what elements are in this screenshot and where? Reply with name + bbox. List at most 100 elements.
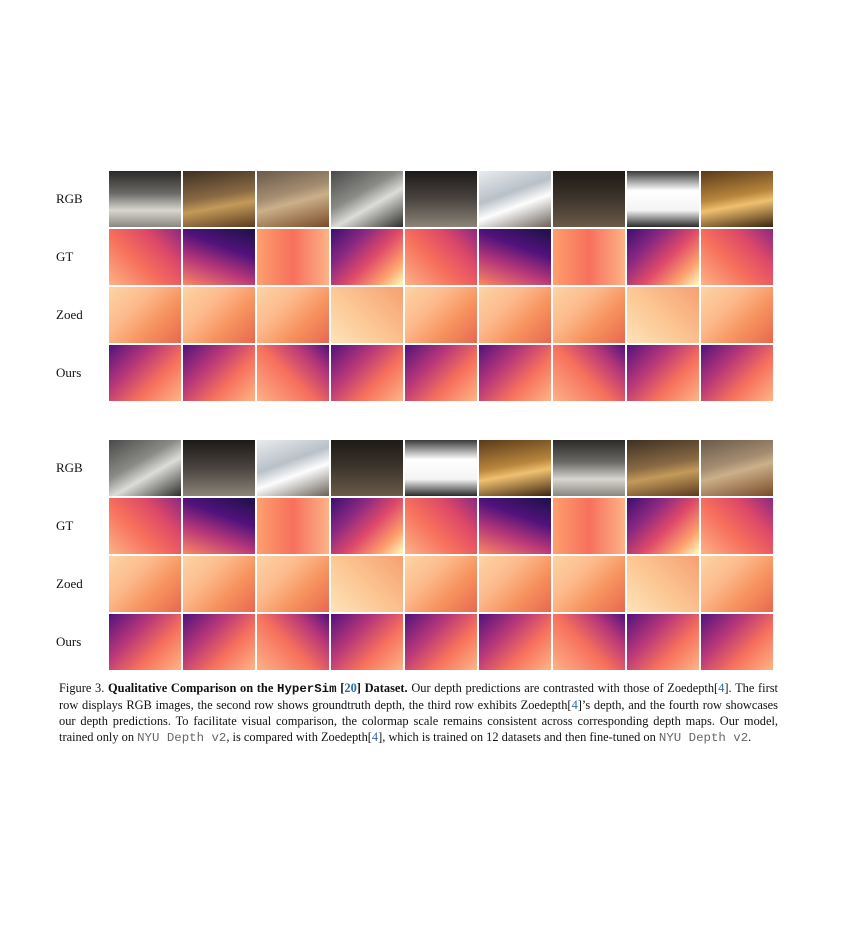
ours-depth-map (405, 345, 477, 401)
ours-depth-map (331, 614, 403, 670)
row-label: RGB (56, 191, 83, 206)
zoed-depth-map (405, 556, 477, 612)
gt-depth-map (183, 229, 255, 285)
gt-depth-map (553, 498, 625, 554)
rgb-image (109, 440, 181, 496)
zoed-depth-map (627, 556, 699, 612)
rgb-image (701, 171, 773, 227)
dataset-name: NYU Depth v2 (137, 731, 227, 745)
rgb-image (257, 171, 329, 227)
ours-depth-map (627, 345, 699, 401)
zoed-depth-map (553, 287, 625, 343)
gt-depth-map (109, 229, 181, 285)
zoed-depth-map (109, 287, 181, 343)
zoed-depth-map (479, 287, 551, 343)
row-label: RGB (56, 460, 83, 475)
zoed-depth-map (109, 556, 181, 612)
row-label: Ours (56, 365, 82, 380)
figure-row-zoed: Zoed (56, 287, 778, 343)
ours-depth-map (479, 614, 551, 670)
gt-depth-map (627, 498, 699, 554)
ours-depth-map (553, 614, 625, 670)
zoed-depth-map (331, 287, 403, 343)
gt-depth-map (553, 229, 625, 285)
ours-depth-map (627, 614, 699, 670)
rgb-image (331, 171, 403, 227)
gt-depth-map (257, 229, 329, 285)
citation-link[interactable]: 4 (571, 698, 578, 712)
gt-depth-map (109, 498, 181, 554)
caption-title: Qualitative Comparison on the HyperSim [… (108, 681, 408, 696)
gt-depth-map (701, 229, 773, 285)
figure-row-rgb: RGB (56, 440, 778, 496)
zoed-depth-map (553, 556, 625, 612)
row-label: Ours (56, 634, 82, 649)
row-images (109, 614, 773, 670)
citation-link[interactable]: 20 (344, 681, 357, 695)
figure-row-rgb: RGB (56, 171, 778, 227)
dataset-name: NYU Depth v2 (658, 731, 749, 745)
caption-title-dataset: HyperSim (277, 682, 337, 696)
caption-title-cite-open: [ (340, 681, 345, 695)
gt-depth-map (479, 498, 551, 554)
figure-row-gt: GT (56, 229, 778, 285)
zoed-depth-map (627, 287, 699, 343)
figure-caption: Figure 3. Qualitative Comparison on the … (59, 680, 778, 746)
row-images (109, 287, 773, 343)
gt-depth-map (479, 229, 551, 285)
ours-depth-map (701, 614, 773, 670)
rgb-image (627, 440, 699, 496)
ours-depth-map (109, 614, 181, 670)
zoed-depth-map (405, 287, 477, 343)
row-images (109, 345, 773, 401)
zoed-depth-map (479, 556, 551, 612)
citation-link[interactable]: 4 (718, 681, 725, 695)
ours-depth-map (479, 345, 551, 401)
caption-text: ]. The first row displays RGB images, th… (59, 681, 778, 712)
row-images (109, 498, 773, 554)
ours-depth-map (257, 614, 329, 670)
rgb-image (479, 171, 551, 227)
row-images (109, 440, 773, 496)
zoed-depth-map (257, 556, 329, 612)
row-label: Zoed (56, 307, 83, 322)
gt-depth-map (405, 498, 477, 554)
rgb-image (183, 440, 255, 496)
zoed-depth-map (257, 287, 329, 343)
rgb-image (701, 440, 773, 496)
row-images (109, 229, 773, 285)
figure-grid-bottom: RGB GT Zoed Ours (56, 440, 778, 672)
rgb-image (627, 171, 699, 227)
ours-depth-map (183, 345, 255, 401)
figure-grid-top: RGB GT Zoed Ours (56, 171, 778, 403)
ours-depth-map (109, 345, 181, 401)
gt-depth-map (701, 498, 773, 554)
zoed-depth-map (183, 556, 255, 612)
zoed-depth-map (331, 556, 403, 612)
rgb-image (331, 440, 403, 496)
zoed-depth-map (701, 287, 773, 343)
row-label: Zoed (56, 576, 83, 591)
caption-title-prefix: Qualitative Comparison on the (108, 681, 274, 695)
caption-title-cite-close: ] (356, 681, 361, 695)
gt-depth-map (183, 498, 255, 554)
caption-text: ], which is trained on 12 datasets and t… (378, 730, 656, 744)
caption-text: ]’s depth, and the fourth row showcases … (59, 698, 778, 744)
gt-depth-map (331, 229, 403, 285)
gt-depth-map (257, 498, 329, 554)
figure-row-ours: Ours (56, 614, 778, 670)
rgb-image (553, 440, 625, 496)
rgb-image (183, 171, 255, 227)
figure-row-zoed: Zoed (56, 556, 778, 612)
caption-text: , is compared with Zoedepth[ (226, 730, 372, 744)
citation-link[interactable]: 4 (371, 730, 379, 744)
row-images (109, 171, 773, 227)
zoed-depth-map (183, 287, 255, 343)
gt-depth-map (331, 498, 403, 554)
gt-depth-map (405, 229, 477, 285)
row-images (109, 556, 773, 612)
caption-text: Our depth predictions are contrasted wit… (411, 681, 719, 695)
row-label: GT (56, 518, 74, 533)
ours-depth-map (183, 614, 255, 670)
ours-depth-map (331, 345, 403, 401)
